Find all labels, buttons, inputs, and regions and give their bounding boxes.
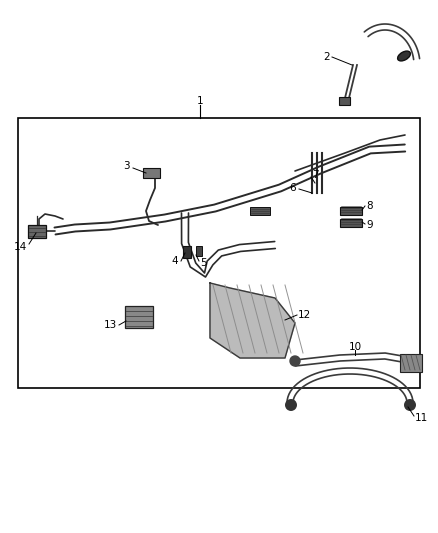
- Bar: [340, 207, 362, 215]
- Text: 13: 13: [104, 320, 117, 330]
- Circle shape: [290, 356, 300, 366]
- Text: 8: 8: [366, 201, 373, 211]
- Text: 2: 2: [323, 52, 330, 62]
- Bar: [18, 118, 420, 388]
- Bar: [125, 306, 153, 328]
- Text: 6: 6: [290, 183, 296, 193]
- Bar: [339, 97, 350, 105]
- Text: 4: 4: [171, 256, 178, 266]
- Text: 5: 5: [200, 258, 207, 268]
- Bar: [196, 246, 202, 256]
- Circle shape: [285, 399, 297, 411]
- Polygon shape: [210, 283, 295, 358]
- Text: 9: 9: [366, 220, 373, 230]
- Ellipse shape: [398, 51, 410, 61]
- Text: 14: 14: [14, 242, 27, 252]
- Bar: [400, 354, 422, 372]
- Circle shape: [404, 399, 416, 411]
- Text: 11: 11: [415, 413, 428, 423]
- Bar: [340, 219, 362, 227]
- Text: 3: 3: [124, 161, 130, 171]
- Text: 1: 1: [197, 96, 203, 106]
- Bar: [250, 207, 270, 215]
- Text: 10: 10: [349, 342, 361, 352]
- Bar: [143, 168, 160, 178]
- Bar: [183, 246, 191, 258]
- Bar: [28, 225, 46, 238]
- Text: 12: 12: [298, 310, 311, 320]
- Text: 7: 7: [312, 170, 318, 180]
